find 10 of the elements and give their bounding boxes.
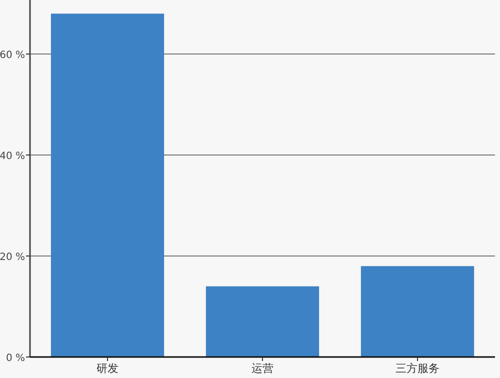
y-tick-label: 40 %: [0, 151, 25, 162]
y-tick-label: 60 %: [0, 50, 25, 62]
bar: [360, 266, 474, 357]
bar: [206, 286, 320, 357]
x-tick-label: 研发: [96, 362, 118, 375]
y-tick-label: 20 %: [0, 252, 25, 264]
x-tick-label: 三方服务: [396, 362, 440, 375]
bar: [50, 14, 164, 357]
x-tick-label: 运营: [252, 362, 274, 375]
y-tick-label: 0 %: [6, 353, 25, 364]
